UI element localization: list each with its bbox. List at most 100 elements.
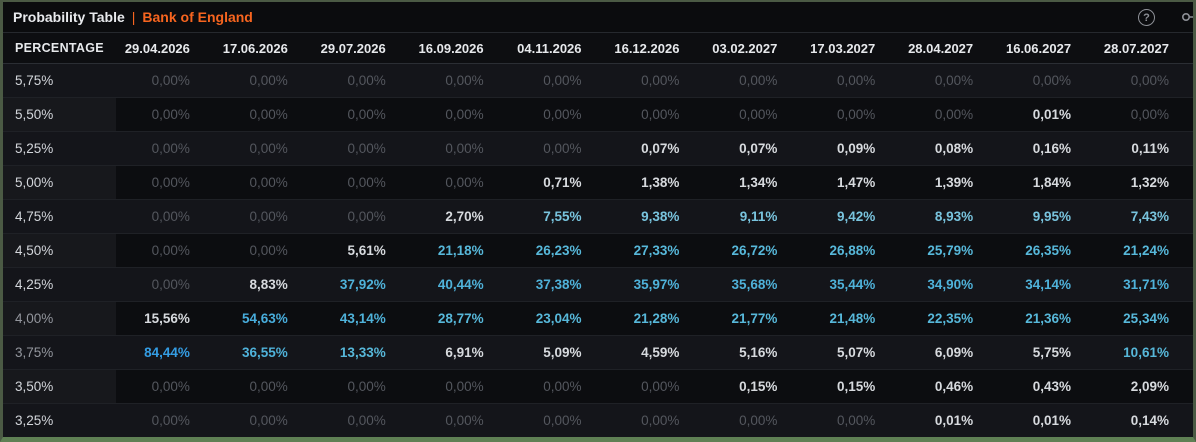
- prob-cell: 2,70%: [445, 209, 484, 224]
- prob-cell: 1,47%: [836, 175, 876, 190]
- prob-cell: 15,56%: [144, 311, 190, 326]
- prob-cell: 0,00%: [347, 141, 386, 156]
- table-row: 4,50% 0,00% 0,00% 5,61% 21,18% 26,23% 27,33% 26…: [3, 234, 1193, 268]
- prob-cell: 0,00%: [641, 413, 680, 428]
- row-label: 3,25%: [15, 413, 54, 428]
- key-icon[interactable]: [1181, 8, 1196, 26]
- prob-cell: 0,00%: [151, 73, 190, 88]
- prob-cell: 35,97%: [633, 277, 680, 292]
- prob-cell: 0,00%: [934, 107, 974, 122]
- column-header: 03.02.2027: [712, 40, 778, 56]
- prob-cell: 0,00%: [249, 413, 288, 428]
- prob-cell: 1,34%: [739, 175, 778, 190]
- table-row: 5,25% 0,00% 0,00% 0,00% 0,00% 0,00% 0,07% 0,07%…: [3, 132, 1193, 166]
- prob-cell: 6,09%: [934, 345, 974, 360]
- prob-cell: 0,00%: [836, 107, 876, 122]
- prob-cell: 0,00%: [641, 73, 680, 88]
- row-label: 4,75%: [15, 209, 54, 224]
- table-row: 3,75% 84,44% 36,55% 13,33% 6,91% 5,09% 4,59% 5,…: [3, 336, 1193, 370]
- prob-cell: 26,23%: [535, 243, 582, 258]
- prob-cell: 13,33%: [339, 345, 386, 360]
- prob-cell: 21,24%: [1123, 243, 1169, 258]
- table-row: 5,75% 0,00% 0,00% 0,00% 0,00% 0,00% 0,00% 0,00%…: [3, 64, 1193, 98]
- prob-cell: 0,00%: [151, 175, 190, 190]
- prob-cell: 1,32%: [1130, 175, 1169, 190]
- prob-cell: 21,77%: [731, 311, 778, 326]
- prob-cell: 0,00%: [445, 73, 484, 88]
- prob-cell: 0,15%: [739, 379, 778, 394]
- prob-cell: 0,00%: [347, 209, 386, 224]
- prob-cell: 0,00%: [543, 73, 582, 88]
- row-label: 3,75%: [15, 345, 54, 360]
- prob-cell: 0,00%: [347, 73, 386, 88]
- prob-cell: 0,00%: [249, 243, 288, 258]
- prob-cell: 21,28%: [633, 311, 680, 326]
- prob-cell: 0,00%: [445, 413, 484, 428]
- prob-cell: 0,00%: [249, 175, 288, 190]
- prob-cell: 0,00%: [249, 379, 288, 394]
- prob-cell: 1,84%: [1032, 175, 1072, 190]
- column-header: 29.04.2026: [124, 40, 190, 56]
- prob-cell: 8,93%: [934, 209, 974, 224]
- prob-cell: 0,01%: [1032, 413, 1072, 428]
- prob-cell: 0,00%: [836, 73, 876, 88]
- prob-cell: 21,36%: [1025, 311, 1072, 326]
- column-header: 16.06.2027: [1005, 40, 1072, 56]
- table-header-row: PERCENTAGE 29.04.2026 17.06.2026 29.07.202…: [3, 33, 1193, 64]
- prob-cell: 9,95%: [1032, 209, 1072, 224]
- row-label: 4,50%: [3, 234, 116, 267]
- prob-cell: 31,71%: [1123, 277, 1169, 292]
- prob-cell: 22,35%: [927, 311, 974, 326]
- prob-cell: 4,59%: [641, 345, 680, 360]
- prob-cell: 0,00%: [347, 413, 386, 428]
- prob-cell: 0,00%: [151, 277, 190, 292]
- prob-cell: 0,00%: [249, 209, 288, 224]
- prob-cell: 37,38%: [535, 277, 582, 292]
- table-row: 4,75% 0,00% 0,00% 0,00% 2,70% 7,55% 9,38% 9,11%…: [3, 200, 1193, 234]
- prob-cell: 0,08%: [934, 141, 974, 156]
- prob-cell: 0,11%: [1131, 141, 1169, 156]
- prob-cell: 2,09%: [1130, 379, 1169, 394]
- row-label: 3,50%: [3, 370, 116, 403]
- help-icon[interactable]: ?: [1138, 8, 1155, 26]
- prob-cell: 0,00%: [445, 141, 484, 156]
- column-header: 04.11.2026: [517, 40, 582, 56]
- prob-cell: 1,39%: [934, 175, 974, 190]
- prob-cell: 25,34%: [1123, 311, 1169, 326]
- prob-cell: 0,07%: [739, 141, 778, 156]
- prob-cell: 0,00%: [347, 175, 386, 190]
- table-row: 3,50% 0,00% 0,00% 0,00% 0,00% 0,00% 0,00% 0,15%…: [3, 370, 1193, 404]
- prob-cell: 0,00%: [739, 413, 778, 428]
- prob-cell: 36,55%: [242, 345, 288, 360]
- column-header: 16.12.2026: [614, 40, 680, 56]
- prob-cell: 5,61%: [347, 243, 386, 258]
- prob-cell: 0,09%: [836, 141, 876, 156]
- prob-cell: 8,83%: [249, 277, 288, 292]
- column-header: 17.03.2027: [810, 40, 876, 56]
- prob-cell: 0,00%: [445, 107, 484, 122]
- row-label: 4,00%: [3, 302, 116, 335]
- prob-cell: 0,71%: [543, 175, 582, 190]
- prob-cell: 37,92%: [339, 277, 386, 292]
- prob-cell: 0,00%: [347, 379, 386, 394]
- table-row: 5,00% 0,00% 0,00% 0,00% 0,00% 0,71% 1,38% 1,34%…: [3, 166, 1193, 200]
- row-label: 4,25%: [15, 277, 54, 292]
- prob-cell: 0,00%: [151, 107, 190, 122]
- prob-cell: 9,38%: [641, 209, 680, 224]
- prob-cell: 54,63%: [242, 311, 288, 326]
- prob-cell: 0,00%: [739, 107, 778, 122]
- table-row: 5,50% 0,00% 0,00% 0,00% 0,00% 0,00% 0,00% 0,00%…: [3, 98, 1193, 132]
- prob-cell: 0,00%: [641, 107, 680, 122]
- row-label: 5,50%: [3, 98, 116, 131]
- prob-cell: 26,72%: [731, 243, 778, 258]
- table-row: 4,25% 0,00% 8,83% 37,92% 40,44% 37,38% 35,97% 3…: [3, 268, 1193, 302]
- prob-cell: 5,16%: [739, 345, 778, 360]
- prob-cell: 21,48%: [829, 311, 876, 326]
- prob-cell: 7,43%: [1130, 209, 1169, 224]
- prob-cell: 0,46%: [934, 379, 974, 394]
- prob-cell: 0,00%: [445, 379, 484, 394]
- prob-cell: 5,09%: [543, 345, 582, 360]
- prob-cell: 34,90%: [927, 277, 974, 292]
- prob-cell: 0,00%: [1032, 73, 1072, 88]
- prob-cell: 0,00%: [151, 379, 190, 394]
